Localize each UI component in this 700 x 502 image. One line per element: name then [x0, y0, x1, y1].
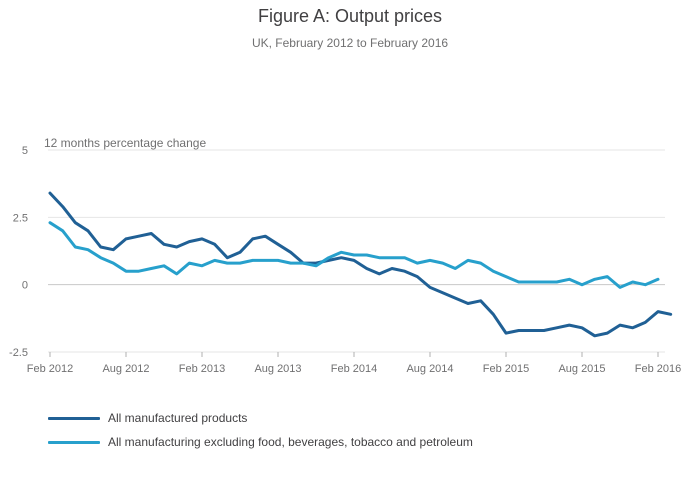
y-tick-label: -2.5: [9, 347, 28, 359]
gridlines: [48, 149, 665, 353]
y-tick-label: 0: [22, 280, 28, 292]
x-tick-label: Feb 2016: [635, 363, 681, 375]
legend-swatch-series-1: [48, 416, 100, 420]
legend: All manufactured products All manufactur…: [48, 406, 473, 454]
y-axis-label: 12 months percentage change: [44, 136, 206, 150]
x-tick-label: Feb 2012: [27, 363, 73, 375]
legend-item-series-1[interactable]: All manufactured products: [48, 406, 473, 430]
legend-label-series-1: All manufactured products: [108, 411, 248, 425]
y-tick-label: 5: [22, 145, 28, 157]
x-tick-label: Feb 2015: [483, 363, 529, 375]
y-tick-label: 2.5: [13, 212, 28, 224]
x-axis-ticks: Feb 2012 Aug 2012 Feb 2013 Aug 2013 Feb 2014…: [27, 352, 681, 375]
series-lines: [48, 191, 673, 338]
series-line-1[interactable]: [48, 191, 673, 338]
x-tick-label: Feb 2013: [179, 363, 225, 375]
y-axis-ticks: 5 2.5 0 -2.5: [9, 145, 28, 359]
series-line-2[interactable]: [48, 221, 660, 289]
x-tick-label: Aug 2015: [558, 363, 605, 375]
legend-item-series-2[interactable]: All manufacturing excluding food, bevera…: [48, 430, 473, 454]
legend-label-series-2: All manufacturing excluding food, bevera…: [108, 435, 473, 449]
x-tick-label: Aug 2014: [406, 363, 453, 375]
x-tick-label: Feb 2014: [331, 363, 377, 375]
x-tick-label: Aug 2013: [254, 363, 301, 375]
x-tick-label: Aug 2012: [102, 363, 149, 375]
chart-title: Figure A: Output prices: [257, 6, 443, 26]
legend-swatch-series-2: [48, 440, 100, 444]
chart-subtitle: UK, February 2012 to February 2016: [251, 36, 449, 50]
line-chart: 5 2.5 0 -2.5 Feb 2012 Aug 2012 Feb 2013 Aug 20…: [9, 136, 681, 375]
